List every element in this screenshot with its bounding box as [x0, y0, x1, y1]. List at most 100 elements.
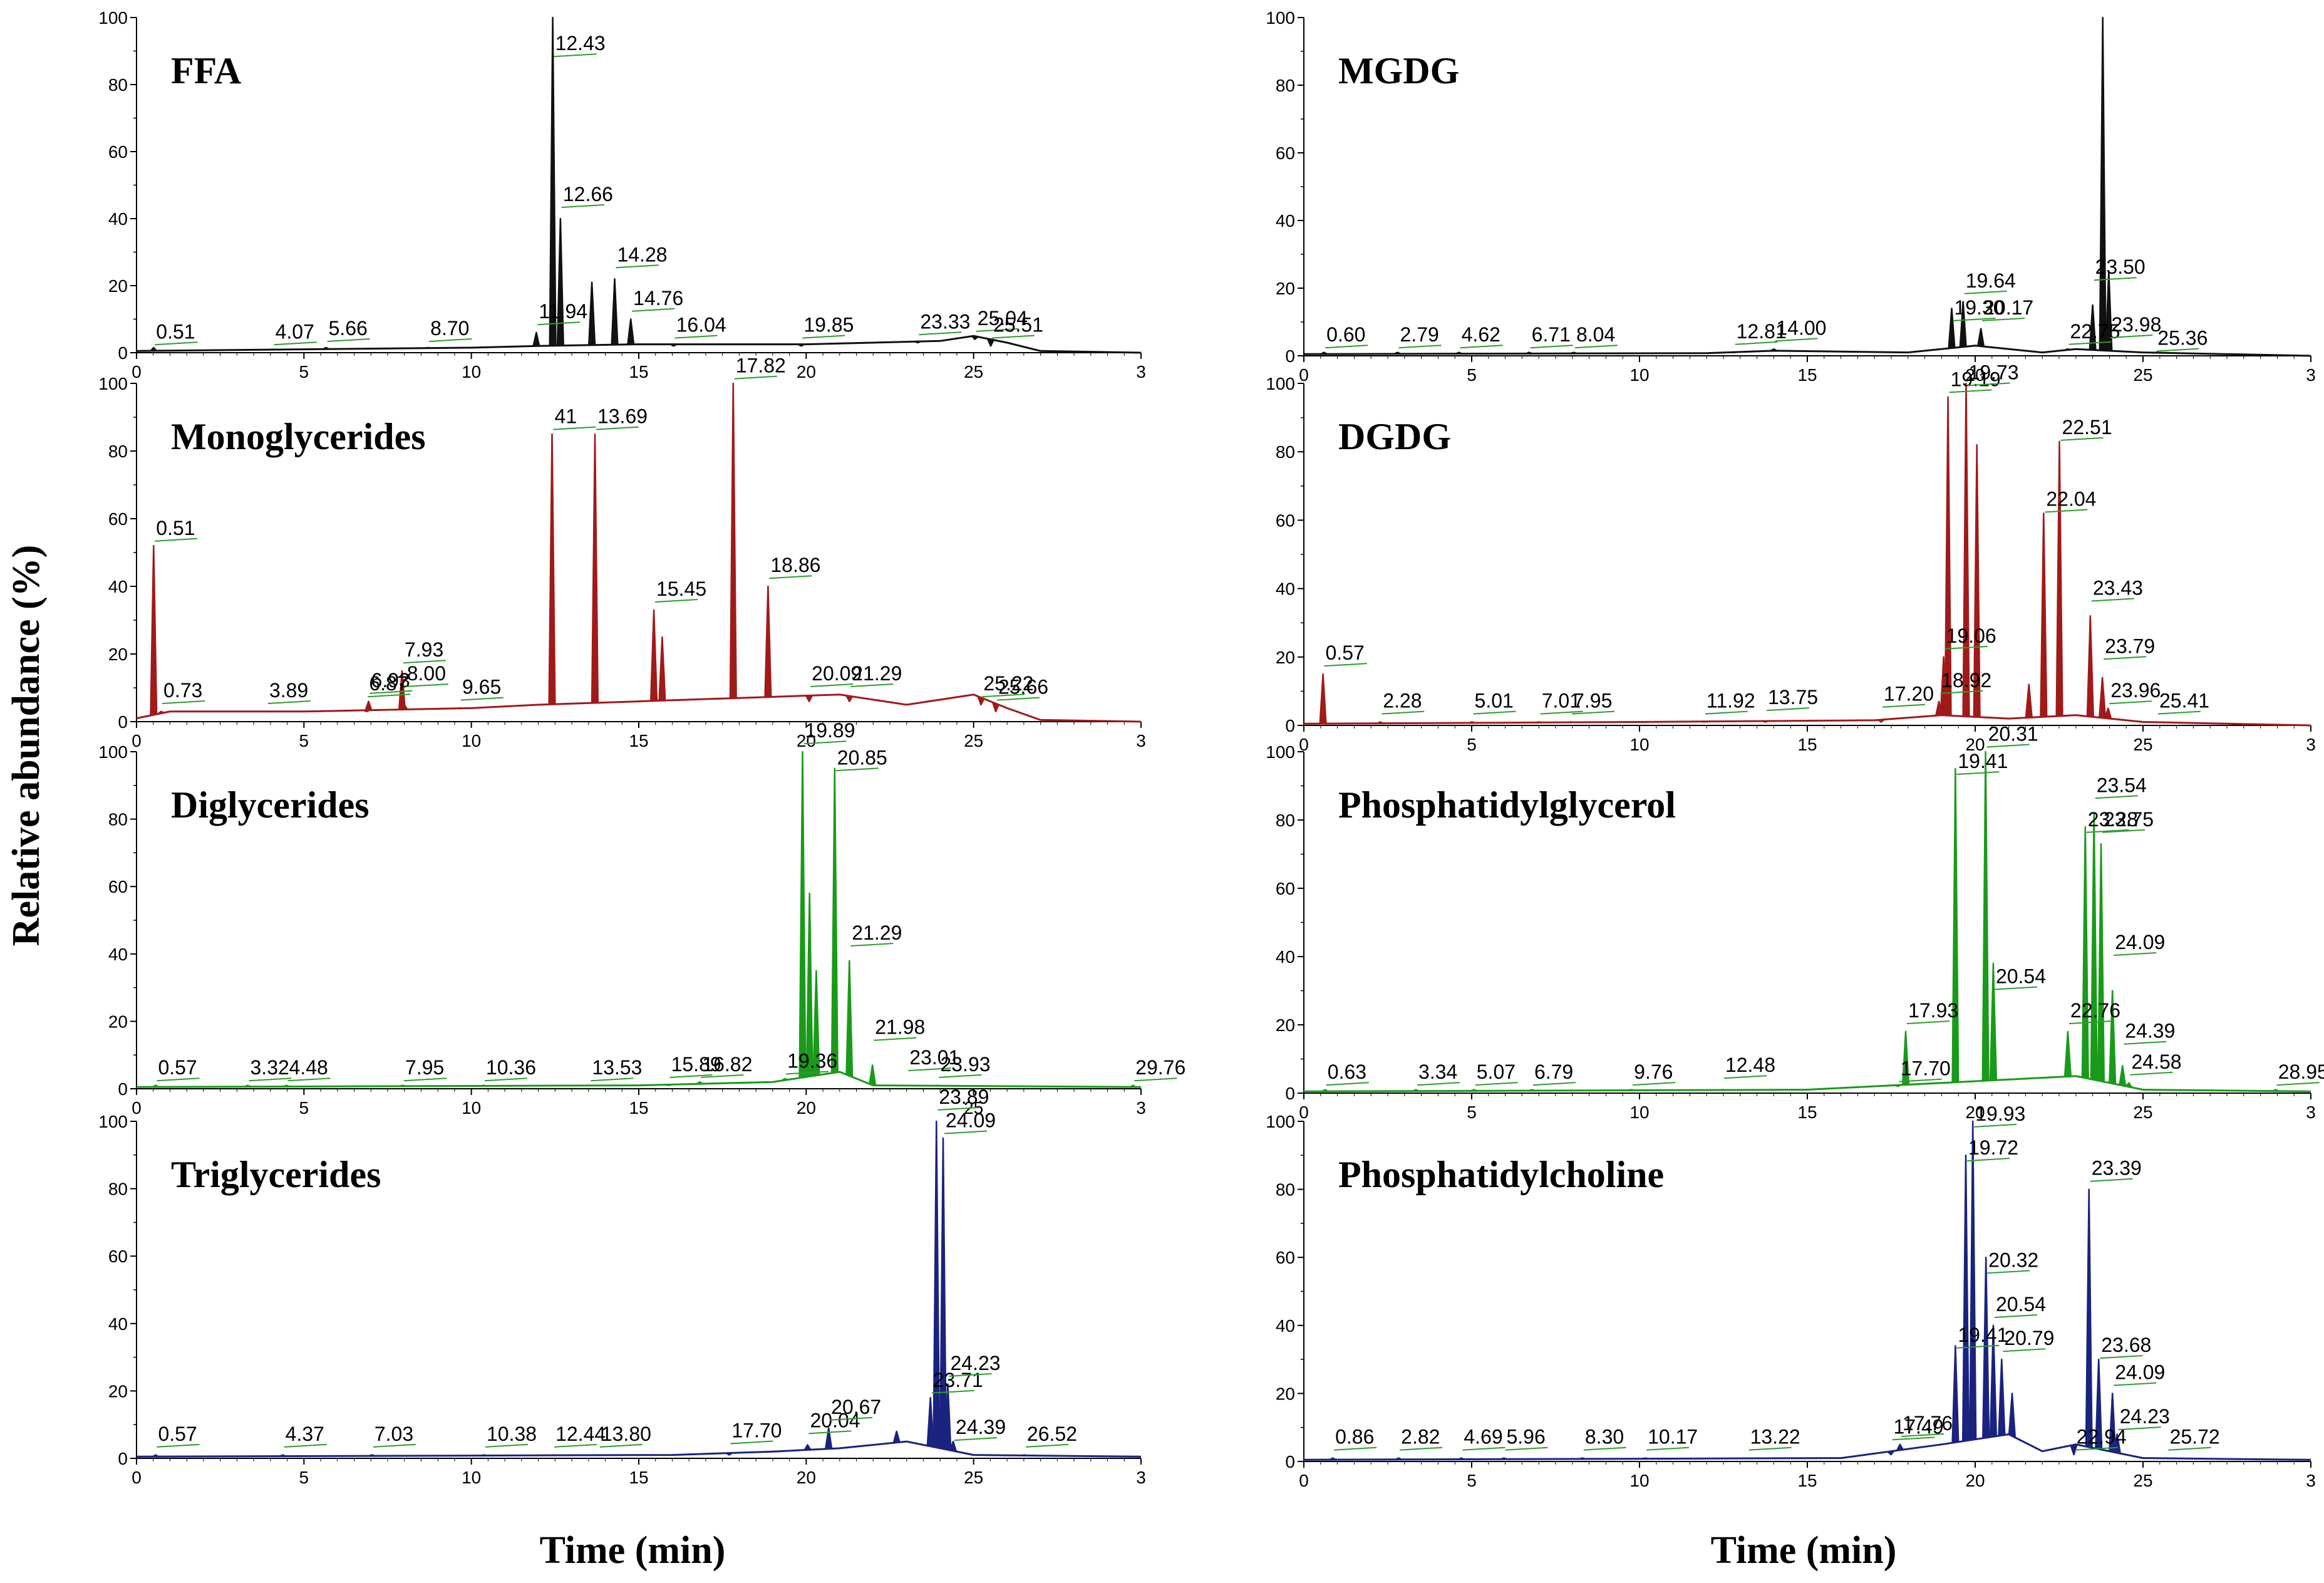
peak-mark — [1469, 721, 1475, 724]
x-tick-label: 20 — [797, 1468, 816, 1487]
peak-label-leader — [730, 1440, 773, 1445]
peak-label: 41 — [555, 405, 577, 428]
peak-label-leader — [2095, 795, 2138, 799]
y-tick-label: 20 — [108, 1381, 128, 1401]
peak-mark — [1770, 348, 1777, 352]
peak-label-leader — [939, 1074, 982, 1078]
peak-label-leader — [327, 338, 370, 342]
peak-label: 23.39 — [2092, 1157, 2142, 1180]
peak-mark — [845, 695, 854, 702]
peak-label-leader — [949, 1373, 992, 1377]
peak-label-leader — [874, 1037, 917, 1041]
x-tick-label: 5 — [299, 1098, 309, 1118]
x-tick-label: 3 — [2306, 365, 2316, 385]
peak-label: 19.72 — [1968, 1136, 2018, 1159]
peak-label: 17.20 — [1884, 683, 1934, 705]
peak-label-leader — [404, 1077, 447, 1082]
y-tick-label: 0 — [118, 1079, 128, 1099]
peak-mark — [152, 1454, 159, 1458]
peak-label: 20.67 — [831, 1396, 881, 1418]
peak-label-leader — [1994, 986, 2038, 990]
x-tick-label: 3 — [2306, 1103, 2316, 1122]
y-tick-label: 0 — [1285, 1452, 1295, 1471]
peak-label: 7.03 — [374, 1423, 413, 1445]
peak-label: 22.76 — [2070, 999, 2120, 1022]
y-tick-label: 100 — [98, 374, 128, 393]
peak-label: 2.79 — [1400, 323, 1439, 346]
peak-label: 3.34 — [1418, 1061, 1457, 1083]
x-tick-label: 5 — [299, 1468, 309, 1487]
x-tick-label: 3 — [1136, 1468, 1146, 1487]
peak-label-leader — [591, 1077, 634, 1082]
peak-label-leader — [1462, 1446, 1505, 1451]
peak-label: 22.04 — [2046, 487, 2096, 510]
panel-title: Triglycerides — [171, 1154, 381, 1195]
peak-label-leader — [1994, 1314, 2038, 1318]
peak-mark — [1948, 308, 1956, 349]
x-tick-label: 5 — [1467, 735, 1477, 754]
peak-label-leader — [1473, 710, 1516, 715]
peak-mark — [1959, 301, 1967, 348]
peak-mark — [805, 892, 813, 1077]
y-tick-label: 40 — [108, 1314, 128, 1334]
y-tick-label: 100 — [1266, 8, 1295, 28]
peak-label: 25.36 — [2157, 327, 2208, 350]
y-tick-label: 0 — [118, 712, 128, 732]
peak-label: 26.52 — [1027, 1423, 1077, 1445]
baseline-trace — [136, 1440, 1142, 1458]
peak-mark — [588, 281, 596, 346]
peak-mark — [400, 703, 408, 710]
y-tick-label: 20 — [1276, 648, 1295, 667]
peak-label-leader — [2102, 829, 2146, 833]
baseline-trace — [1303, 714, 2311, 727]
peak-mark — [2097, 843, 2105, 1082]
peak-label-leader — [655, 599, 698, 603]
peak-label-leader — [1899, 1078, 1942, 1082]
peak-mark — [1989, 1324, 1998, 1438]
peak-label: 16.82 — [702, 1053, 752, 1076]
peak-label-leader — [403, 660, 447, 664]
peak-mark — [1021, 1454, 1028, 1456]
peak-label: 7.01 — [1542, 690, 1581, 712]
peak-mark — [729, 382, 737, 698]
x-tick-label: 25 — [2133, 735, 2152, 754]
peak-mark — [157, 710, 165, 715]
peak-label: 4.48 — [289, 1056, 328, 1079]
peak-label: 19.36 — [787, 1049, 837, 1072]
chart-panel-ffa: 0 20 40 60 80 100 0 5 10 15 20 25 3 FFA 0.51 4.07 5.66 8.… — [98, 8, 1146, 381]
x-tick-label: 0 — [1299, 1471, 1309, 1490]
peak-label: 25.41 — [2159, 690, 2209, 712]
peak-label: 12.44 — [555, 1423, 606, 1445]
peak-label-leader — [954, 1437, 998, 1441]
peak-mark — [611, 278, 619, 345]
peak-label-leader — [632, 308, 675, 312]
peak-label: 23.79 — [2105, 635, 2155, 657]
peak-mark — [805, 695, 813, 702]
peak-mark — [548, 433, 556, 705]
peak-label-leader — [1583, 1446, 1626, 1451]
x-tick-label: 0 — [132, 1468, 142, 1487]
peak-label: 24.39 — [2125, 1020, 2175, 1042]
x-tick-label: 25 — [964, 362, 983, 381]
x-tick-label: 3 — [1136, 1098, 1146, 1118]
peak-label: 13.69 — [597, 405, 648, 428]
y-tick-label: 40 — [1276, 211, 1295, 231]
peak-label-leader — [944, 1130, 988, 1134]
y-tick-label: 40 — [108, 209, 128, 229]
peak-label: 12.43 — [555, 32, 606, 54]
peak-label: 0.57 — [1326, 641, 1365, 664]
y-tick-label: 40 — [108, 945, 128, 964]
peak-label: 23.54 — [2097, 774, 2147, 796]
panel-title: Diglycerides — [171, 784, 369, 826]
peak-label-leader — [701, 1074, 744, 1078]
peak-label: 12.81 — [1737, 320, 1787, 343]
peak-mark — [1321, 1089, 1329, 1093]
peak-label: 15.89 — [671, 1053, 721, 1076]
peak-label-leader — [1334, 1446, 1377, 1451]
peak-mark — [279, 1454, 286, 1457]
peak-label-leader — [1906, 1020, 1950, 1024]
peak-label-leader — [810, 683, 854, 687]
x-tick-label: 5 — [1467, 1471, 1477, 1490]
y-tick-label: 60 — [108, 1247, 128, 1266]
peak-label: 17.70 — [731, 1419, 782, 1441]
